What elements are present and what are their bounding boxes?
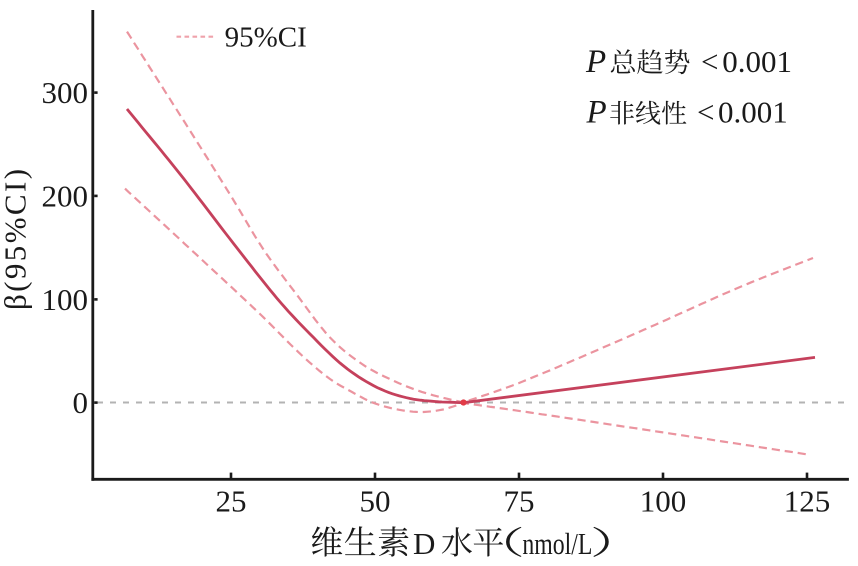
- svg-text:75: 75: [504, 484, 535, 519]
- svg-text:nmol/L: nmol/L: [522, 526, 592, 561]
- svg-text:0.001: 0.001: [722, 44, 792, 79]
- svg-text:200: 200: [42, 178, 89, 213]
- svg-text:β(95%CI): β(95%CI): [0, 167, 33, 310]
- svg-text:P: P: [585, 44, 606, 80]
- svg-text:<: <: [697, 95, 714, 130]
- svg-text:95%CI: 95%CI: [225, 21, 307, 53]
- svg-text:25: 25: [216, 484, 247, 519]
- svg-text:50: 50: [360, 484, 391, 519]
- svg-text:300: 300: [42, 75, 89, 110]
- svg-text:<: <: [701, 44, 718, 79]
- svg-text:100: 100: [640, 484, 687, 519]
- svg-text:D: D: [413, 526, 435, 561]
- svg-text:125: 125: [784, 484, 831, 519]
- svg-text:0: 0: [73, 385, 89, 420]
- svg-text:100: 100: [42, 282, 89, 317]
- svg-text:P: P: [586, 95, 607, 131]
- svg-text:0.001: 0.001: [718, 95, 788, 130]
